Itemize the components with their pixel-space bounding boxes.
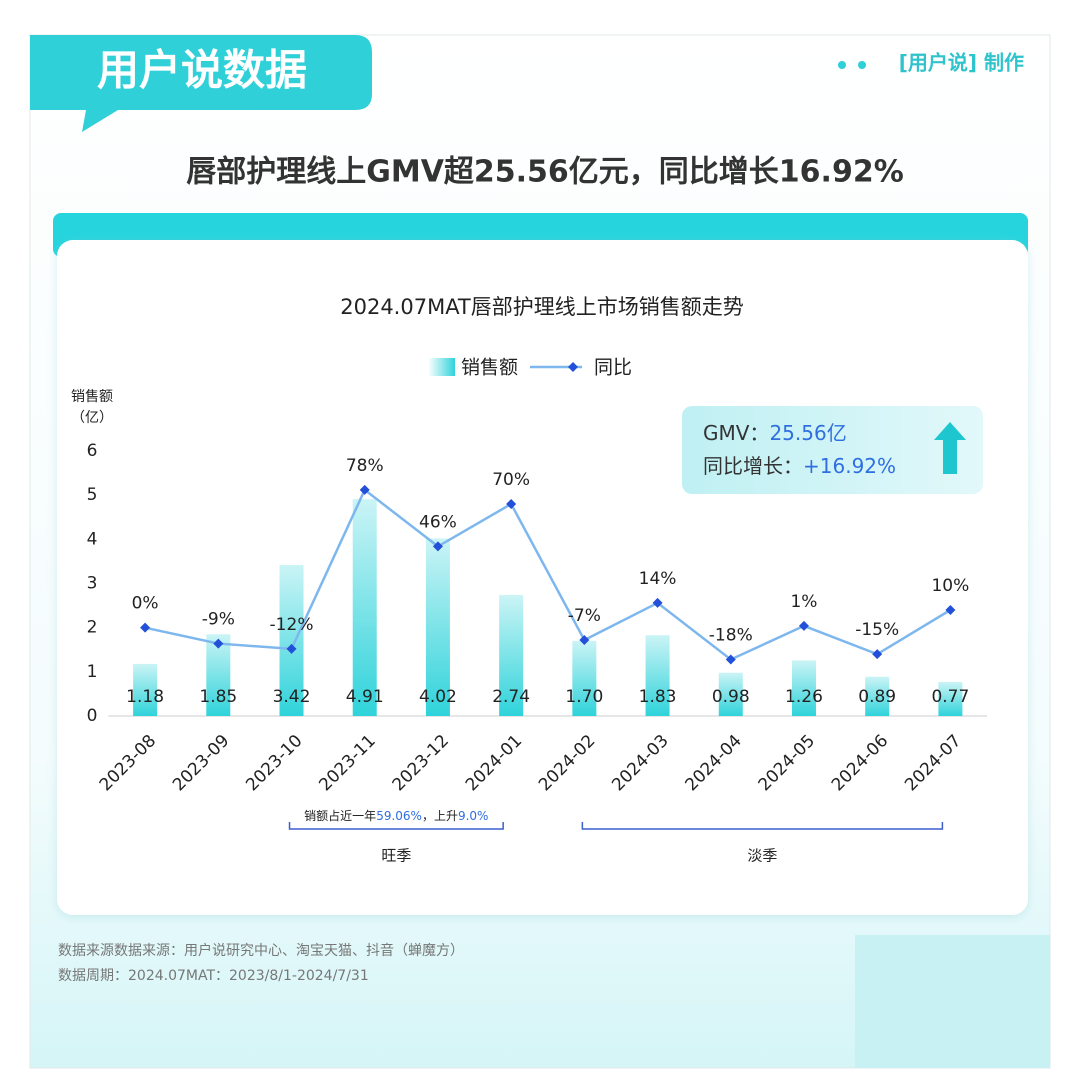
bar [499, 594, 524, 716]
bar [572, 640, 597, 716]
bar [865, 676, 890, 716]
source: 数据来源数据来源：用户说研究中心、淘宝天猫、抖音（蝉魔方） [58, 942, 464, 959]
y-tick-label: 1 [87, 662, 98, 682]
marker [506, 499, 517, 509]
line-value-label: 0% [132, 594, 159, 614]
y-tick-label: 2 [87, 618, 98, 638]
marker [872, 649, 883, 660]
callout-text: GMV：25.56亿 [703, 421, 847, 445]
line-value-label: -9% [202, 610, 235, 630]
line-value-label: 10% [931, 576, 969, 596]
line-value-label: 46% [419, 512, 457, 532]
brand: 用户说数据 [97, 46, 307, 95]
bracket [288, 822, 504, 830]
bar-value-label: 1.18 [126, 687, 164, 707]
y-tick-label: 5 [87, 485, 98, 505]
bar [938, 681, 963, 716]
legend-swatch [428, 358, 455, 376]
legend-label: 同比 [594, 357, 632, 379]
season-label: 淡季 [747, 847, 777, 865]
bar-value-label: 0.77 [931, 687, 969, 707]
chart-title: 2024.07MAT唇部护理线上市场销售额走势 [340, 295, 744, 319]
bar [133, 663, 158, 716]
line [144, 487, 952, 661]
period: 数据周期：2024.07MAT：2023/8/1-2024/7/31 [58, 968, 369, 984]
marker [798, 620, 809, 631]
legend-swatch [568, 362, 578, 372]
marker [652, 597, 663, 608]
line-value-label: 14% [639, 569, 677, 589]
bar-value-label: 4.02 [419, 687, 457, 707]
bar [352, 499, 377, 716]
line-value-label: -18% [709, 625, 753, 645]
line-value-label: -12% [270, 615, 314, 635]
legend-label: 销售额 [461, 357, 518, 379]
bar-value-label: 4.91 [346, 687, 384, 707]
bar-value-label: 1.83 [639, 687, 677, 707]
bar [718, 672, 743, 716]
marker [140, 622, 151, 633]
marker [432, 541, 443, 552]
line-value-label: -7% [568, 606, 601, 626]
bar-value-label: 0.89 [858, 687, 896, 707]
headline: 唇部护理线上GMV超25.56亿元，同比增长16.92% [186, 155, 904, 190]
marker [725, 654, 736, 665]
bar-value-label: 0.98 [712, 687, 750, 707]
y-tick-label: 4 [87, 529, 98, 549]
bar-value-label: 1.26 [785, 687, 823, 707]
up-arrow [934, 422, 966, 474]
marker [213, 638, 224, 649]
bar-value-label: 3.42 [273, 687, 311, 707]
bracket [581, 822, 944, 830]
y-axis-label: 销售额 [71, 389, 113, 405]
annotation-part: 59.06% [376, 809, 422, 823]
brand-tab [30, 35, 372, 132]
bar [791, 660, 816, 716]
annotation: 销额占近一年59.06%，上升9.0% [304, 808, 488, 823]
annotation-part: 9.0% [458, 809, 489, 823]
marker [359, 484, 370, 495]
decor-square [855, 935, 1050, 1068]
dot [838, 61, 846, 69]
y-tick-label: 6 [87, 441, 98, 461]
bar-value-label: 1.85 [199, 687, 237, 707]
bar-value-label: 2.74 [492, 687, 530, 707]
bar [425, 538, 450, 716]
bar-value-label: 1.70 [565, 687, 603, 707]
chart-card [57, 240, 1028, 915]
line-value-label: 1% [790, 592, 817, 612]
annotation-part: ，上升 [422, 809, 458, 823]
callout-box [682, 406, 983, 494]
season-label: 旺季 [381, 847, 411, 865]
bar [645, 635, 670, 716]
bar [279, 564, 304, 716]
callout-text: 同比增长：+16.92% [703, 454, 896, 478]
line-value-label: -15% [855, 620, 899, 640]
annotation-part: 销额占近一年 [304, 808, 376, 823]
y-tick-label: 0 [87, 706, 98, 726]
line-value-label: 70% [492, 470, 530, 490]
y-axis-label: （亿） [71, 410, 113, 426]
marker [945, 605, 956, 615]
line-value-label: 78% [346, 456, 384, 476]
dot [858, 61, 866, 69]
marker [579, 635, 590, 646]
credit: [用户说] 制作 [899, 51, 1024, 75]
marker [286, 643, 297, 654]
y-tick-label: 3 [87, 574, 98, 594]
